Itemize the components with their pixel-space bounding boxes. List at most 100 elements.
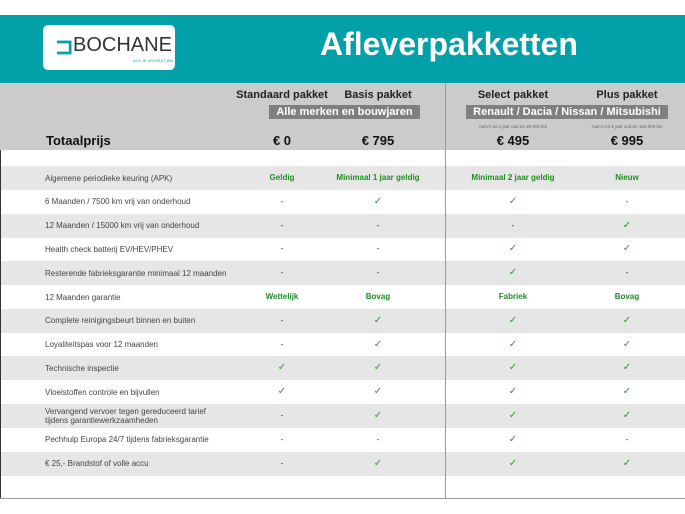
feature-value: Minimaal 1 jaar geldig: [336, 173, 420, 182]
package-note: Auto's tot 1 jaar oud en 20.000 km: [478, 124, 548, 129]
package-price: € 0: [272, 133, 292, 148]
feature-value: -: [625, 196, 629, 206]
feature-value: Wettelijk: [265, 292, 299, 301]
table-row: Resterende fabrieksgarantie minimaal 12 …: [1, 261, 685, 286]
table-row: Loyaliteitspas voor 12 maanden - ✓ ✓ ✓: [1, 333, 685, 357]
feature-label: Health check batterij EV/HEV/PHEV: [45, 244, 174, 254]
feature-value: Nieuw: [615, 173, 639, 182]
package-price: € 795: [361, 133, 395, 148]
feature-value: Bovag: [614, 292, 640, 301]
feature-value: Fabriek: [498, 292, 528, 301]
package-name: Select pakket: [477, 89, 549, 101]
check-icon: ✓: [508, 195, 518, 207]
check-icon: ✓: [373, 410, 383, 421]
feature-value: -: [625, 434, 629, 444]
table-row: 12 Maanden garantie Wettelijk Bovag Fabriek…: [1, 285, 685, 309]
page-title: Afleverpakketten: [320, 26, 578, 62]
check-icon: ✓: [373, 195, 383, 207]
logo-tagline: ALS JE VOORUIT WIL: [133, 58, 174, 63]
package-header: Alle merken en bouwjaren Renault / Dacia…: [0, 83, 685, 150]
feature-value: -: [280, 339, 284, 349]
package-price: € 995: [610, 133, 644, 148]
check-icon: ✓: [508, 362, 518, 374]
feature-label: Loyaliteitspas voor 12 maanden: [45, 340, 158, 350]
check-icon: ✓: [373, 362, 383, 374]
check-icon: ✓: [277, 362, 287, 374]
table-row: 6 Maanden / 7500 km vrij van onderhoud - ✓…: [1, 190, 685, 214]
check-icon: ✓: [622, 410, 632, 421]
feature-label: Vervangend vervoer tegen gereduceerd tar…: [45, 407, 206, 425]
table-row: Health check batterij EV/HEV/PHEV - - ✓ ✓: [1, 237, 685, 261]
check-icon: ✓: [622, 362, 632, 374]
check-icon: ✓: [508, 267, 518, 279]
feature-value: Bovag: [365, 292, 391, 301]
table-row: € 25,- Brandstof of volle accu - ✓ ✓ ✓: [1, 451, 685, 476]
feature-value: -: [376, 244, 380, 254]
package-note: Auto's tot 5 jaar oud en 100.000 km: [591, 124, 663, 129]
check-icon: ✓: [508, 243, 518, 255]
feature-value: -: [280, 268, 284, 278]
feature-value: -: [280, 411, 284, 420]
feature-value: -: [511, 220, 515, 230]
table-row: 12 Maanden / 15000 km vrij van onderhoud…: [1, 213, 685, 238]
feature-value: -: [280, 458, 284, 468]
feature-label: 12 Maanden garantie: [45, 292, 121, 302]
check-icon: ✓: [508, 386, 518, 398]
check-icon: ✓: [622, 314, 632, 326]
package-price: € 495: [496, 133, 530, 148]
table-row: Vloeistoffen controle en bijvullen ✓ ✓ ✓ ✓: [1, 380, 685, 404]
table-row: Complete reinigingsbeurt binnen en buite…: [1, 308, 685, 333]
feature-label: Complete reinigingsbeurt binnen en buite…: [45, 316, 196, 326]
feature-label: Pechhulp Europa 24/7 tijdens fabrieksgar…: [45, 435, 209, 445]
bottom-border: [0, 498, 685, 499]
check-icon: ✓: [508, 314, 518, 326]
check-icon: ✓: [508, 338, 518, 350]
feature-value: Geldig: [269, 173, 295, 182]
header-banner: ⊐ BOCHANE ALS JE VOORUIT WIL Afleverpakk…: [0, 15, 685, 83]
table-row: Pechhulp Europa 24/7 tijdens fabrieksgar…: [1, 428, 685, 452]
table-row: Algemene periodieke keuring (APK) Geldig M…: [1, 166, 685, 190]
feature-label: Resterende fabrieksgarantie minimaal 12 …: [45, 268, 227, 278]
feature-value: -: [625, 268, 629, 278]
feature-value: -: [376, 268, 380, 278]
check-icon: ✓: [508, 433, 518, 445]
table-row: Vervangend vervoer tegen gereduceerd tar…: [1, 404, 685, 428]
package-name: Plus pakket: [596, 89, 658, 101]
column-divider: [445, 83, 446, 498]
check-icon: ✓: [622, 243, 632, 255]
feature-value: -: [376, 434, 380, 444]
check-icon: ✓: [622, 457, 632, 469]
cart-icon: ⊐: [55, 34, 74, 59]
feature-label: Technische inspectie: [45, 363, 119, 373]
group-label-left: Alle merken en bouwjaren: [269, 105, 420, 119]
logo-text: BOCHANE: [73, 34, 172, 56]
check-icon: ✓: [622, 386, 632, 398]
table-row: Technische inspectie ✓ ✓ ✓ ✓: [1, 356, 685, 381]
feature-value: Minimaal 2 jaar geldig: [471, 173, 555, 182]
check-icon: ✓: [622, 338, 632, 350]
check-icon: ✓: [508, 410, 518, 421]
total-label: Totaalprijs: [46, 133, 111, 148]
feature-value: -: [280, 315, 284, 325]
feature-label: 6 Maanden / 7500 km vrij van onderhoud: [45, 197, 191, 207]
feature-value: -: [280, 220, 284, 230]
check-icon: ✓: [277, 386, 287, 398]
check-icon: ✓: [508, 457, 518, 469]
package-name: Basis pakket: [344, 89, 412, 101]
group-label-right: Renault / Dacia / Nissan / Mitsubishi: [466, 105, 668, 119]
package-name: Standaard pakket: [236, 89, 328, 101]
check-icon: ✓: [373, 314, 383, 326]
check-icon: ✓: [622, 219, 632, 231]
check-icon: ✓: [373, 386, 383, 398]
feature-value: -: [280, 434, 284, 444]
feature-label: Vloeistoffen controle en bijvullen: [45, 387, 160, 397]
check-icon: ✓: [373, 338, 383, 350]
left-border: [0, 150, 1, 498]
check-icon: ✓: [373, 457, 383, 469]
feature-label: € 25,- Brandstof of volle accu: [45, 459, 149, 469]
feature-label: 12 Maanden / 15000 km vrij van onderhoud: [45, 221, 200, 231]
logo: ⊐ BOCHANE ALS JE VOORUIT WIL: [43, 25, 175, 70]
feature-label: Algemene periodieke keuring (APK): [45, 173, 173, 183]
feature-value: -: [280, 244, 284, 254]
feature-value: -: [376, 220, 380, 230]
